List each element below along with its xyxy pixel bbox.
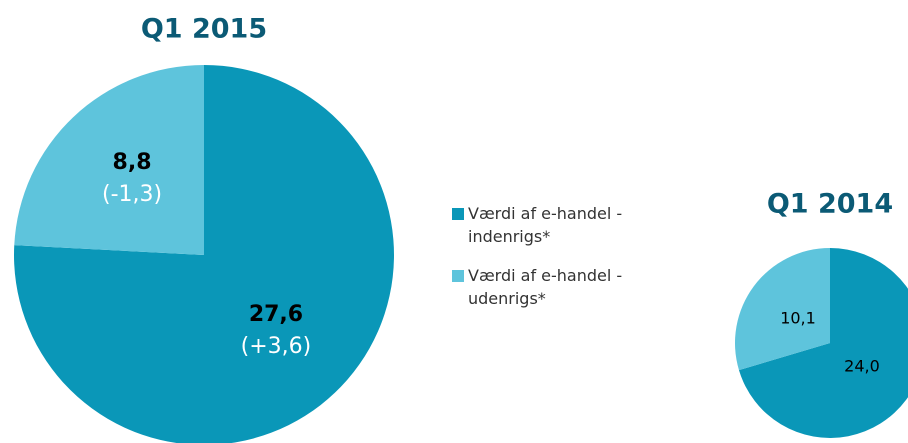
pie-slice [738,248,908,438]
legend-swatch [452,270,464,282]
data-label: 10,1 [780,309,816,328]
legend-line: Værdi af e-handel - [468,266,622,285]
legend-label: Værdi af e-handel - udenrigs* [468,266,622,308]
pie-slice [14,65,394,443]
legend-line: indenrigs* [468,227,550,246]
chart-title: Q1 2014 [767,189,893,220]
legend-line: Værdi af e-handel - [468,204,622,223]
legend-swatch [452,208,464,220]
legend-line: udenrigs* [468,289,546,308]
pie-slice [14,65,204,255]
data-label: 8,8 [113,150,152,175]
change-label: (+3,6) [241,334,312,359]
legend-label: Værdi af e-handel - indenrigs* [468,204,622,246]
pie-slice [735,248,830,371]
data-label: 27,6 [249,302,303,327]
data-label: 24,0 [844,356,880,375]
chart-title: Q1 2015 [141,14,267,45]
change-label: (-1,3) [102,182,162,207]
